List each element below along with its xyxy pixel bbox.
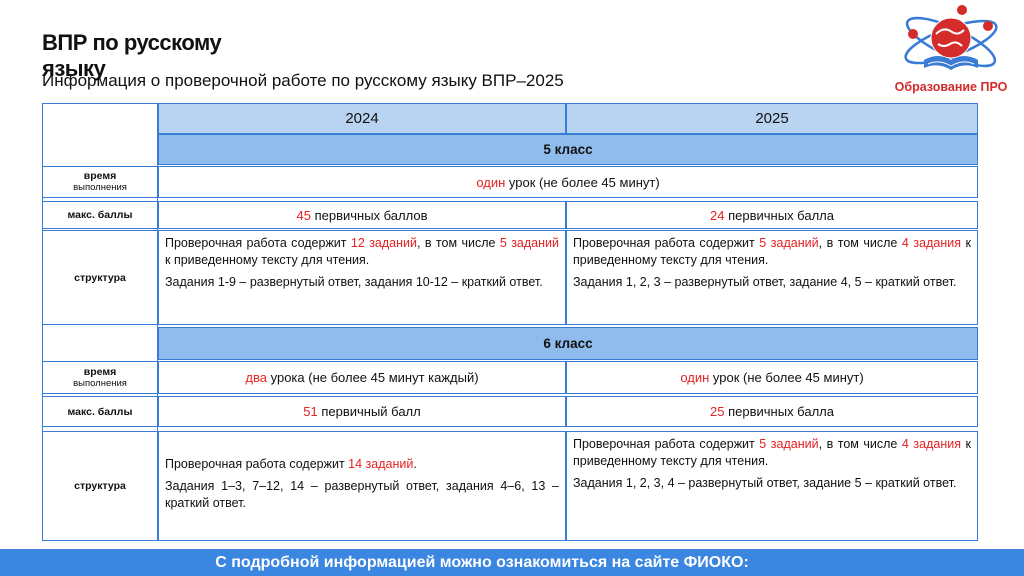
atom-book-logo-icon bbox=[904, 5, 998, 70]
grade-6-structure-2025: Проверочная работа содержит 5 заданий, в… bbox=[566, 431, 978, 541]
time-highlight: два bbox=[245, 370, 267, 385]
score-text: первичный балл bbox=[317, 404, 421, 419]
footer-banner: С подробной информацией можно ознакомить… bbox=[0, 549, 1024, 576]
structure-paragraph: Задания 1, 2, 3, 4 – развернутый ответ, … bbox=[573, 476, 957, 490]
page-subtitle: Информация о проверочной работе по русск… bbox=[42, 71, 564, 90]
time-text: урока (не более 45 минут каждый) bbox=[267, 370, 479, 385]
time-label-line2: выполнения bbox=[73, 377, 127, 389]
score-text: первичных балла bbox=[724, 404, 834, 419]
grade-5-score-2025: 24 первичных балла bbox=[566, 201, 978, 229]
time-highlight: один bbox=[476, 174, 506, 190]
grade-6-score-label: макс. баллы bbox=[42, 396, 158, 427]
grade-6-structure-label: структура bbox=[42, 431, 158, 541]
time-text: урок (не более 45 минут) bbox=[505, 174, 660, 190]
score-text: первичных баллов bbox=[310, 207, 428, 223]
structure-paragraph: Задания 1-9 – развернутый ответ, задания… bbox=[165, 275, 543, 289]
logo: Образование ПРО bbox=[878, 4, 1024, 96]
structure-paragraph: Проверочная работа содержит 5 заданий, в… bbox=[573, 437, 971, 468]
time-label-line2: выполнения bbox=[73, 182, 127, 193]
grade-6-score-2025: 25 первичных балла bbox=[566, 396, 978, 427]
grade-5-structure-label: структура bbox=[42, 230, 158, 325]
score-number: 45 bbox=[296, 207, 311, 223]
comparison-table: 2024 2025 5 класс время выполнения один … bbox=[42, 103, 978, 541]
year-header-2024: 2024 bbox=[158, 103, 566, 134]
grade-5-structure-2025: Проверочная работа содержит 5 заданий, в… bbox=[566, 230, 978, 325]
time-highlight: один bbox=[680, 370, 710, 385]
score-number: 25 bbox=[710, 404, 725, 419]
structure-paragraph: Проверочная работа содержит 12 заданий, … bbox=[165, 236, 559, 267]
grade-5-score-2024: 45 первичных баллов bbox=[158, 201, 566, 229]
grade-5-time-value: один урок (не более 45 минут) bbox=[158, 166, 978, 198]
score-number: 24 bbox=[710, 207, 725, 223]
logo-text: Образование ПРО bbox=[894, 80, 1008, 94]
grade-5-score-label: макс. баллы bbox=[42, 201, 158, 229]
grade-6-header: 6 класс bbox=[158, 327, 978, 360]
time-label-line1: время bbox=[83, 365, 117, 378]
structure-paragraph: Проверочная работа содержит 5 заданий, в… bbox=[573, 236, 971, 267]
structure-paragraph: Задания 1, 2, 3 – развернутый ответ, зад… bbox=[573, 275, 957, 289]
page-title: ВПР по русскому языку bbox=[42, 30, 222, 81]
time-text: урок (не более 45 минут) bbox=[709, 370, 864, 385]
structure-paragraph: Задания 1–3, 7–12, 14 – развернутый отве… bbox=[165, 478, 559, 510]
score-number: 51 bbox=[303, 404, 318, 419]
grade-5-time-label: время выполнения bbox=[42, 166, 158, 198]
score-text: первичных балла bbox=[724, 207, 834, 223]
grade-5-structure-2024: Проверочная работа содержит 12 заданий, … bbox=[158, 230, 566, 325]
structure-paragraph: Проверочная работа содержит 14 заданий. bbox=[165, 456, 417, 471]
grade-6-structure-2024: Проверочная работа содержит 14 заданий. … bbox=[158, 431, 566, 541]
grade-6-score-2024: 51 первичный балл bbox=[158, 396, 566, 427]
year-header-2025: 2025 bbox=[566, 103, 978, 134]
grade-6-time-label: время выполнения bbox=[42, 361, 158, 394]
grade-6-time-2024: два урока (не более 45 минут каждый) bbox=[158, 361, 566, 394]
grade-5-header: 5 класс bbox=[158, 134, 978, 165]
grade-6-time-2025: один урок (не более 45 минут) bbox=[566, 361, 978, 394]
time-label-line1: время bbox=[83, 170, 117, 182]
